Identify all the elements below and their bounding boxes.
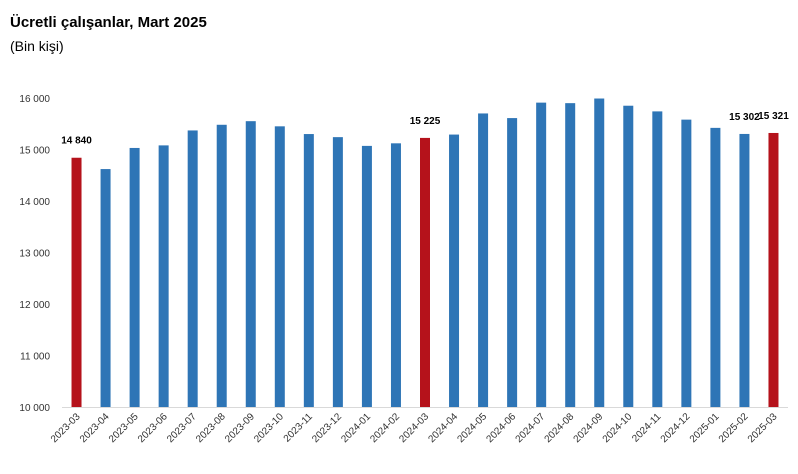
bar-2025-02 [739, 133, 750, 407]
bar-2023-06 [158, 145, 169, 407]
y-tick-label: 14 000 [19, 197, 50, 208]
x-tick-label: 2025-02 [717, 411, 751, 445]
chart-title: Ücretli çalışanlar, Mart 2025 [10, 14, 207, 31]
x-tick-label: 2023-09 [223, 411, 257, 445]
x-tick-label: 2024-02 [368, 411, 402, 445]
x-tick-label: 2024-09 [572, 411, 606, 445]
bar-2024-06 [507, 118, 518, 408]
x-tick-label: 2024-11 [630, 411, 664, 445]
x-tick-label: 2023-03 [49, 411, 83, 445]
x-tick-label: 2024-05 [455, 411, 489, 445]
x-tick-label: 2023-06 [136, 411, 170, 445]
y-tick-label: 13 000 [19, 249, 50, 260]
x-tick-label: 2023-11 [282, 411, 316, 445]
bar-2024-04 [449, 134, 460, 407]
bar-2024-02 [390, 143, 401, 407]
x-tick-label: 2024-07 [514, 411, 548, 445]
x-tick-label: 2023-10 [252, 411, 286, 445]
bar-2024-09 [594, 98, 605, 407]
bar-2023-03 [71, 157, 82, 407]
x-tick-label: 2023-08 [194, 411, 228, 445]
bar-2023-05 [129, 147, 140, 407]
x-tick-label: 2024-08 [543, 411, 577, 445]
data-label-2023-03: 14 840 [61, 136, 92, 147]
x-tick-label: 2024-04 [426, 411, 460, 445]
y-tick-label: 10 000 [19, 403, 50, 414]
x-tick-label: 2024-06 [485, 411, 519, 445]
bar-2025-03 [768, 132, 779, 407]
bar-2024-07 [536, 102, 547, 407]
y-tick-label: 12 000 [19, 300, 50, 311]
chart-subtitle: (Bin kişi) [10, 38, 64, 54]
bar-2023-11 [303, 134, 314, 408]
bar-2023-04 [100, 169, 111, 407]
bar-2025-01 [710, 127, 721, 408]
x-tick-label: 2023-07 [165, 411, 199, 445]
bar-2023-10 [274, 126, 285, 407]
bar-2024-03 [420, 137, 430, 407]
data-label-2025-03: 15 321 [758, 111, 789, 122]
bar-2024-05 [478, 113, 489, 407]
bar-2024-11 [652, 111, 663, 407]
data-label-2024-03: 15 225 [410, 116, 441, 127]
bar-2023-08 [216, 124, 227, 407]
data-label-2025-02: 15 302 [729, 112, 760, 123]
y-tick-label: 16 000 [19, 94, 50, 105]
x-tick-label: 2024-01 [339, 411, 373, 445]
x-tick-label: 2023-04 [78, 411, 112, 445]
bar-2024-10 [623, 105, 634, 407]
x-tick-label: 2023-12 [310, 411, 344, 445]
bar-2024-08 [565, 103, 576, 408]
bar-2023-07 [187, 130, 198, 407]
bar-2023-12 [332, 137, 343, 407]
y-tick-label: 15 000 [19, 146, 50, 157]
x-tick-label: 2024-03 [397, 411, 431, 445]
x-tick-label: 2023-05 [107, 411, 141, 445]
bar-2024-01 [361, 145, 372, 407]
bar-2024-12 [681, 119, 692, 407]
bar-2023-09 [245, 121, 256, 408]
x-tick-label: 2024-12 [659, 411, 693, 445]
y-tick-label: 11 000 [20, 352, 50, 363]
x-tick-label: 2024-10 [601, 411, 635, 445]
x-tick-label: 2025-01 [688, 411, 722, 445]
x-tick-label: 2025-03 [746, 411, 780, 445]
